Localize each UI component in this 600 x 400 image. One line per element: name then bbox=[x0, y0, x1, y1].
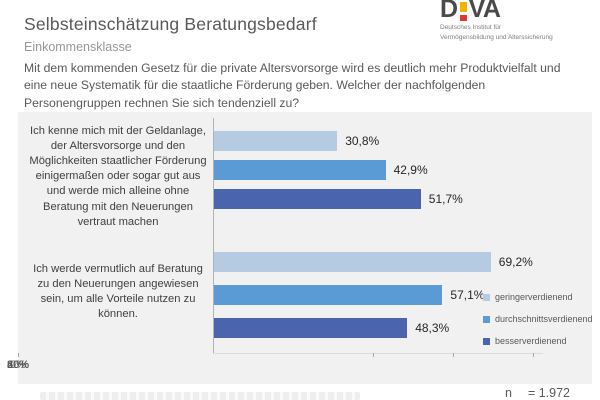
legend-label: besserverdienend bbox=[495, 336, 567, 346]
x-tick-label: 80% bbox=[6, 359, 30, 371]
legend: geringerverdienend durchschnittsverdiene… bbox=[483, 292, 593, 358]
bar-value-label: 42,9% bbox=[393, 163, 428, 177]
x-tick-label: 20% bbox=[6, 359, 30, 371]
bar-durchschnittsverdienend bbox=[214, 285, 443, 305]
x-axis-tick bbox=[373, 353, 374, 357]
legend-marker-medium-blue bbox=[483, 315, 490, 323]
legend-marker-dark-blue bbox=[483, 337, 490, 345]
bar-besserverdienend bbox=[214, 189, 421, 209]
x-axis-line bbox=[213, 353, 543, 354]
bar-row: 51,7% bbox=[214, 189, 463, 209]
page-subtitle: Einkommensklasse bbox=[24, 40, 132, 54]
logo-letter-d: D bbox=[440, 0, 458, 23]
bar-value-label: 30,8% bbox=[345, 134, 380, 148]
bar-besserverdienend bbox=[214, 318, 408, 338]
question-text: Mit dem kommenden Gesetz für die private… bbox=[24, 61, 561, 110]
bar-value-label: 48,3% bbox=[415, 321, 450, 335]
y-axis-line bbox=[213, 118, 214, 354]
bar-row: 69,2% bbox=[214, 252, 533, 272]
bar-durchschnittsverdienend bbox=[214, 160, 386, 180]
diva-logo: D VA Deutsches Institut für Vermögensbil… bbox=[440, 0, 590, 43]
logo-exclamation-icon bbox=[459, 2, 467, 21]
category-label-needs-advice: Ich werde vermutlich auf Beratung zu den… bbox=[33, 263, 203, 321]
bar-row: 30,8% bbox=[214, 131, 379, 151]
bar-value-label: 51,7% bbox=[428, 192, 463, 206]
legend-item-geringerverdienend: geringerverdienend bbox=[483, 292, 593, 302]
logo-caption-line1: Deutsches Institut für bbox=[440, 24, 502, 31]
chart-panel: 0% 20% 40% 60% 80% Ich kenne mich mit de… bbox=[7, 112, 593, 384]
legend-label: durchschnittsverdienend bbox=[495, 314, 593, 324]
legend-item-durchschnittsverdienend: durchschnittsverdienend bbox=[483, 314, 593, 324]
x-axis-tick bbox=[453, 353, 454, 357]
source-note-cutoff bbox=[40, 392, 360, 400]
logo-caption-line2: Vermögensbildung und Alterssicherung bbox=[440, 34, 553, 42]
logo-yellow-bar bbox=[459, 2, 467, 12]
x-tick-label: 60% bbox=[6, 359, 30, 371]
logo-red-dot bbox=[459, 15, 467, 21]
bar-row: 48,3% bbox=[214, 318, 449, 338]
page-title: Selbsteinschätzung Beratungsbedarf bbox=[24, 14, 317, 34]
x-axis-tick bbox=[18, 353, 19, 357]
legend-item-besserverdienend: besserverdienend bbox=[483, 336, 593, 346]
bar-value-label: 57,1% bbox=[450, 288, 485, 302]
bar-row: 42,9% bbox=[214, 160, 428, 180]
bar-geringerverdienend bbox=[214, 252, 491, 272]
legend-marker-light-blue bbox=[483, 293, 490, 301]
sample-size-label: n bbox=[505, 386, 512, 400]
sample-size-value: = 1.972 bbox=[527, 386, 571, 400]
x-axis-tick bbox=[533, 353, 534, 357]
logo-letters-va: VA bbox=[468, 0, 501, 23]
bar-value-label: 69,2% bbox=[498, 255, 533, 269]
sample-size-note: n = 1.972 bbox=[505, 386, 570, 400]
diva-logo-wordmark: D VA bbox=[440, 0, 590, 22]
x-tick-label: 40% bbox=[6, 359, 30, 371]
legend-label: geringerverdienend bbox=[495, 292, 573, 302]
category-label-self-reliant: Ich kenne mich mit der Geldanlage, der A… bbox=[29, 125, 207, 228]
bar-row: 57,1% bbox=[214, 285, 484, 305]
x-tick-label: 0% bbox=[10, 359, 26, 371]
bar-geringerverdienend bbox=[214, 131, 338, 151]
